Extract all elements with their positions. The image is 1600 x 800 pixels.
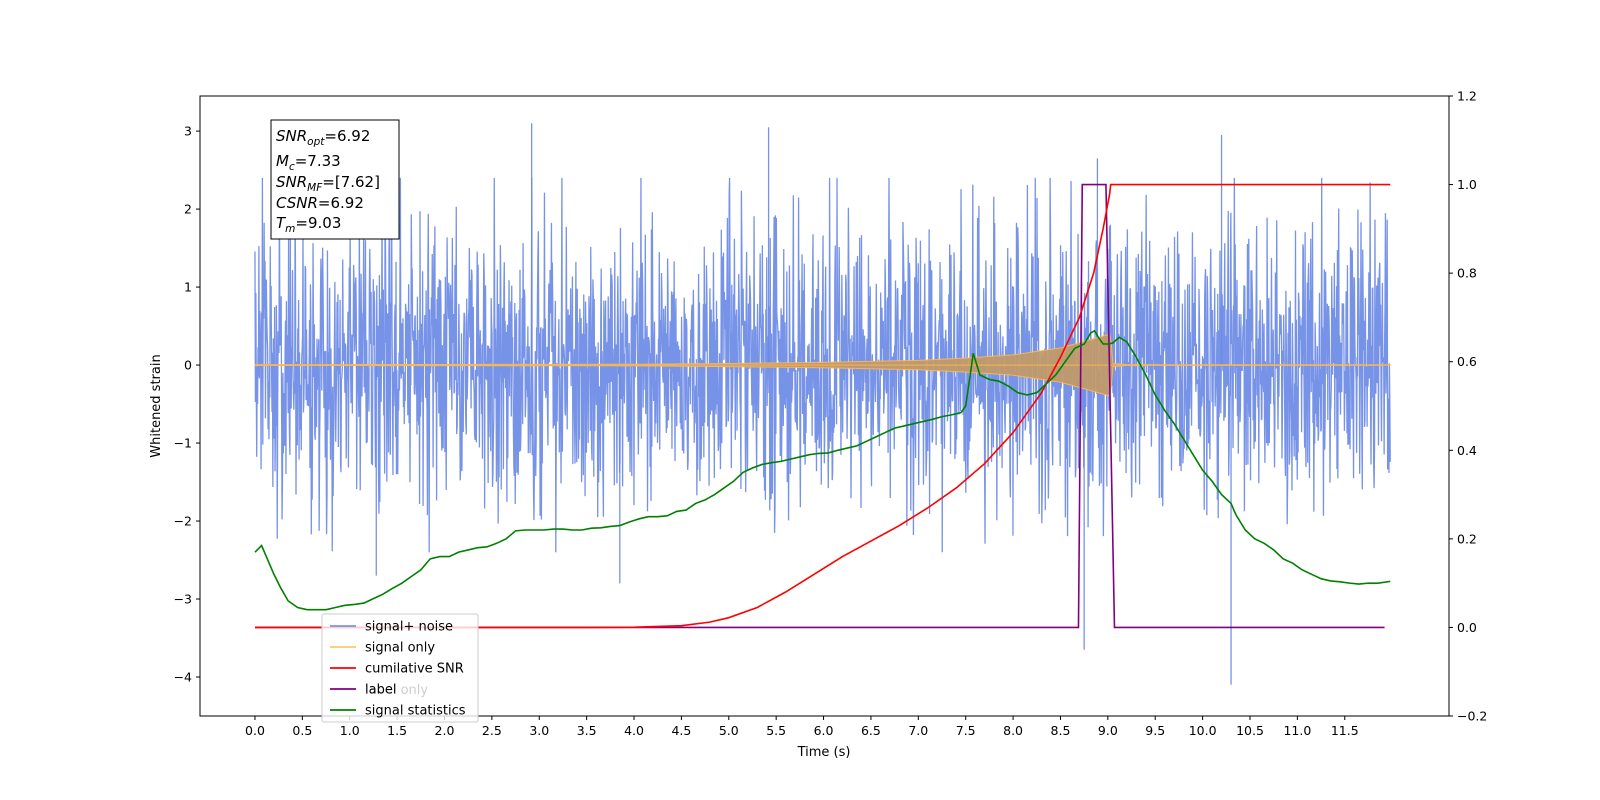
y-tick-label: 2 bbox=[184, 202, 192, 217]
plot-area bbox=[254, 123, 1391, 685]
x-tick-label: 2.0 bbox=[435, 723, 455, 738]
legend-label: signal+ noise bbox=[365, 620, 453, 635]
stats-line: Tm=9.03 bbox=[276, 214, 341, 235]
y-tick-label: −4 bbox=[174, 670, 192, 685]
stats-line: SNRopt=6.92 bbox=[276, 127, 370, 148]
x-tick-label: 1.0 bbox=[340, 723, 360, 738]
x-tick-label: 5.5 bbox=[766, 723, 786, 738]
x-tick-label: 4.0 bbox=[624, 723, 644, 738]
x-tick-label: 2.5 bbox=[482, 723, 502, 738]
y-tick-label: 3 bbox=[184, 124, 192, 139]
series-cumilative-snr-line bbox=[254, 183, 1391, 629]
x-tick-label: 4.5 bbox=[671, 723, 691, 738]
x-tick-label: 9.5 bbox=[1145, 723, 1165, 738]
legend-label: signal only bbox=[365, 641, 435, 656]
y-tick-label: −3 bbox=[174, 592, 192, 607]
y2-tick-label: −0.2 bbox=[1457, 709, 1487, 724]
x-tick-label: 0.0 bbox=[245, 723, 265, 738]
x-tick-label: 11.5 bbox=[1331, 723, 1359, 738]
y-axis-label: Whitened strain bbox=[149, 354, 164, 457]
stats-box-frame bbox=[270, 119, 400, 240]
x-tick-label: 9.0 bbox=[1098, 723, 1118, 738]
y2-tick-label: 1.2 bbox=[1457, 89, 1477, 104]
legend-frame bbox=[321, 613, 479, 723]
stats-line: CSNR=6.92 bbox=[276, 194, 364, 212]
y2-tick-label: 1.0 bbox=[1457, 177, 1477, 192]
x-tick-label: 1.5 bbox=[387, 723, 407, 738]
x-tick-label: 8.0 bbox=[1003, 723, 1023, 738]
x-tick-label: 7.0 bbox=[908, 723, 928, 738]
axes: 0.0 0.5 1.0 1.5 2.0 2.5 3.0 3.5 4.0 4.5 5.0 5.5 6.0 6… bbox=[174, 89, 1488, 739]
stats-line: SNRMF=[7.62] bbox=[276, 173, 380, 194]
x-tick-label: 10.0 bbox=[1189, 723, 1217, 738]
stats-line: Mc=7.33 bbox=[276, 152, 341, 173]
legend-label: signal statistics bbox=[365, 704, 466, 719]
x-tick-label: 8.5 bbox=[1051, 723, 1071, 738]
y2-tick-label: 0.8 bbox=[1457, 266, 1477, 281]
x-tick-label: 5.0 bbox=[719, 723, 739, 738]
x-tick-label: 0.5 bbox=[292, 723, 312, 738]
y2-tick-label: 0.2 bbox=[1457, 531, 1477, 546]
y-tick-label: −2 bbox=[174, 514, 192, 529]
y-tick-label: −1 bbox=[174, 436, 192, 451]
x-tick-label: 6.0 bbox=[814, 723, 834, 738]
y2-tick-label: 0.6 bbox=[1457, 354, 1477, 369]
y2-tick-label: 0.4 bbox=[1457, 443, 1477, 458]
y2-tick-label: 0.0 bbox=[1457, 620, 1477, 635]
y-tick-label: 1 bbox=[184, 280, 192, 295]
x-tick-label: 3.0 bbox=[529, 723, 549, 738]
legend-label: label bbox=[365, 683, 396, 698]
series-signal-noise-line bbox=[254, 177, 1391, 553]
x-axis-label: Time (s) bbox=[797, 745, 851, 760]
x-tick-label: 6.5 bbox=[861, 723, 881, 738]
x-tick-label: 11.0 bbox=[1283, 723, 1311, 738]
y-tick-label: 0 bbox=[184, 358, 192, 373]
x-tick-label: 3.5 bbox=[577, 723, 597, 738]
x-tick-label: 7.5 bbox=[956, 723, 976, 738]
series-label-line bbox=[254, 183, 1385, 629]
axes-frame bbox=[199, 95, 1450, 717]
legend-label: cumilative SNR bbox=[365, 662, 464, 677]
x-tick-label: 10.5 bbox=[1236, 723, 1264, 738]
series-signal-statistics-line bbox=[254, 329, 1391, 611]
